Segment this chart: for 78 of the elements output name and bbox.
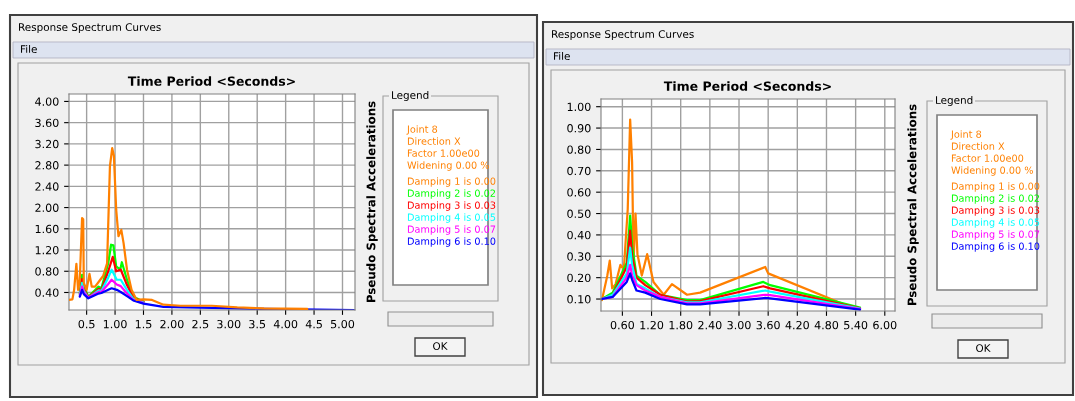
text: Widening 0.00 %	[407, 161, 489, 171]
y-tick-label: 1.00	[567, 102, 591, 112]
y-tick-label: 0.40	[35, 288, 59, 297]
text: Response Spectrum Curves	[552, 30, 694, 41]
x-tick-label: 4.5	[305, 320, 322, 329]
y-tick-label: 0.60	[567, 188, 591, 197]
text: Damping 3 is 0.03	[951, 206, 1040, 216]
x-tick-label: 3.00	[217, 319, 241, 329]
line-series	[78, 268, 145, 304]
text: Damping 2 is 0.02	[951, 194, 1040, 204]
y-tick-label: 0.10	[567, 295, 591, 304]
line-series	[601, 272, 862, 311]
text: Damping 1 is 0.00	[951, 182, 1040, 192]
text: Direction X	[951, 142, 1005, 150]
y-tick-label: 0.20	[567, 273, 591, 283]
y-tick-label: 0.70	[567, 166, 591, 176]
x-tick-label: 3.5	[249, 319, 266, 329]
legend-title: Legend	[392, 90, 429, 102]
y-tick-label: 2.40	[35, 182, 59, 191]
y-axis-title: Pseudo Spectral Accelerations	[907, 104, 919, 306]
text: Damping 5 is 0.07	[407, 225, 496, 235]
text: Damping 3 is 0.03	[407, 201, 496, 211]
y-tick-label: 2.80	[35, 161, 59, 170]
y-tick-label: 3.60	[35, 118, 59, 128]
text: OK	[976, 344, 991, 353]
text: OK	[433, 342, 448, 351]
x-tick-label: 0.60	[610, 320, 635, 330]
x-tick-label: 1.20	[640, 320, 664, 330]
x-axis-title: Time Period <Seconds>	[127, 76, 295, 86]
y-tick-label: 0.30	[567, 252, 591, 261]
text: Damping 5 is 0.07	[951, 230, 1040, 240]
y-tick-label: 4.00	[35, 97, 59, 106]
line-series	[69, 147, 309, 310]
text: Joint 8	[950, 130, 982, 140]
y-tick-label: 2.00	[35, 203, 59, 212]
text: File	[554, 51, 570, 61]
text: Response Spectrum Curves	[19, 23, 161, 34]
y-tick-label: 1.20	[35, 246, 59, 255]
text: Factor 1.00e00	[407, 149, 480, 157]
x-tick-label: 4.00	[273, 319, 298, 329]
x-tick-label: 1.80	[669, 320, 693, 330]
text: Damping 6 is 0.10	[407, 237, 496, 247]
text: Damping 2 is 0.02	[407, 189, 496, 199]
line-series	[78, 278, 145, 305]
y-tick-label: 0.80	[35, 267, 59, 276]
x-tick-label: 5.40	[844, 320, 868, 330]
text: Damping 4 is 0.05	[407, 213, 496, 223]
x-tick-label: 5.00	[330, 319, 355, 329]
y-axis-title: Pseudo Spectral Accelerations	[366, 101, 378, 303]
text: Damping 4 is 0.05	[951, 218, 1040, 228]
x-tick-label: 2.5	[192, 319, 209, 329]
text: Joint 8	[406, 125, 438, 135]
text: File	[21, 44, 37, 54]
x-tick-label: 4.20	[785, 320, 809, 330]
text: Damping 6 is 0.10	[951, 242, 1040, 252]
x-tick-label: 1.00	[103, 319, 127, 329]
y-tick-label: 3.20	[35, 139, 59, 149]
x-tick-label: 2.00	[160, 319, 184, 329]
legend-title: Legend	[936, 95, 973, 107]
y-tick-label: 1.60	[35, 224, 59, 234]
x-axis-title: Time Period <Seconds>	[663, 81, 831, 91]
x-tick-label: 6.00	[873, 320, 897, 330]
y-tick-label: 0.40	[567, 230, 591, 240]
x-tick-label: 1.5	[135, 320, 152, 329]
x-tick-label: 2.40	[698, 320, 722, 330]
text: Widening 0.00 %	[951, 166, 1033, 176]
text: Factor 1.00e00	[951, 154, 1024, 162]
y-tick-label: 0.50	[567, 209, 591, 218]
y-tick-label: 0.90	[567, 124, 591, 133]
text: Damping 1 is 0.00	[407, 177, 496, 187]
x-tick-label: 3.60	[756, 320, 780, 330]
x-tick-label: 3.00	[727, 320, 751, 330]
x-tick-label: 0.5	[78, 319, 95, 329]
y-tick-label: 0.80	[567, 145, 591, 154]
line-series	[601, 214, 862, 309]
line-series	[601, 246, 862, 310]
x-tick-label: 4.80	[814, 320, 839, 330]
text: Direction X	[407, 137, 461, 145]
